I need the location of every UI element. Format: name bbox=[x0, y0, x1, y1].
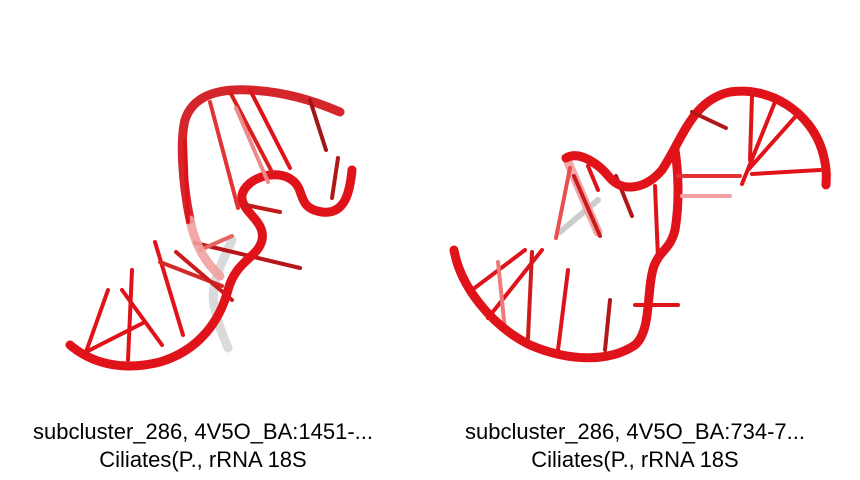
caption-left: subcluster_286, 4V5O_BA:1451-... Ciliate… bbox=[0, 418, 418, 474]
rna-structure-image-right bbox=[449, 86, 831, 363]
structure-panel-left: subcluster_286, 4V5O_BA:1451-... Ciliate… bbox=[0, 85, 418, 474]
base-sticks-upper bbox=[183, 88, 340, 224]
backbone-main bbox=[65, 165, 357, 371]
backbone-connector bbox=[185, 215, 225, 281]
faded-backbone bbox=[208, 235, 237, 353]
backbone-lower bbox=[449, 145, 683, 363]
caption-title: subcluster_286, 4V5O_BA:1451-... bbox=[33, 419, 373, 444]
faded-base-stick bbox=[557, 197, 601, 235]
caption-right: subcluster_286, 4V5O_BA:734-7... Ciliate… bbox=[420, 418, 850, 474]
base-sticks-inner bbox=[554, 164, 742, 260]
rna-structure-image-left bbox=[65, 85, 357, 371]
backbone-upper bbox=[561, 86, 831, 192]
caption-title: subcluster_286, 4V5O_BA:734-7... bbox=[465, 419, 805, 444]
caption-subtitle: Ciliates(P., rRNA 18S bbox=[99, 447, 307, 472]
backbone-upper bbox=[177, 85, 345, 225]
base-sticks-lower bbox=[470, 248, 680, 352]
base-sticks-upper bbox=[690, 94, 822, 186]
structure-panel-right: subcluster_286, 4V5O_BA:734-7... Ciliate… bbox=[430, 0, 860, 480]
caption-subtitle: Ciliates(P., rRNA 18S bbox=[531, 447, 739, 472]
